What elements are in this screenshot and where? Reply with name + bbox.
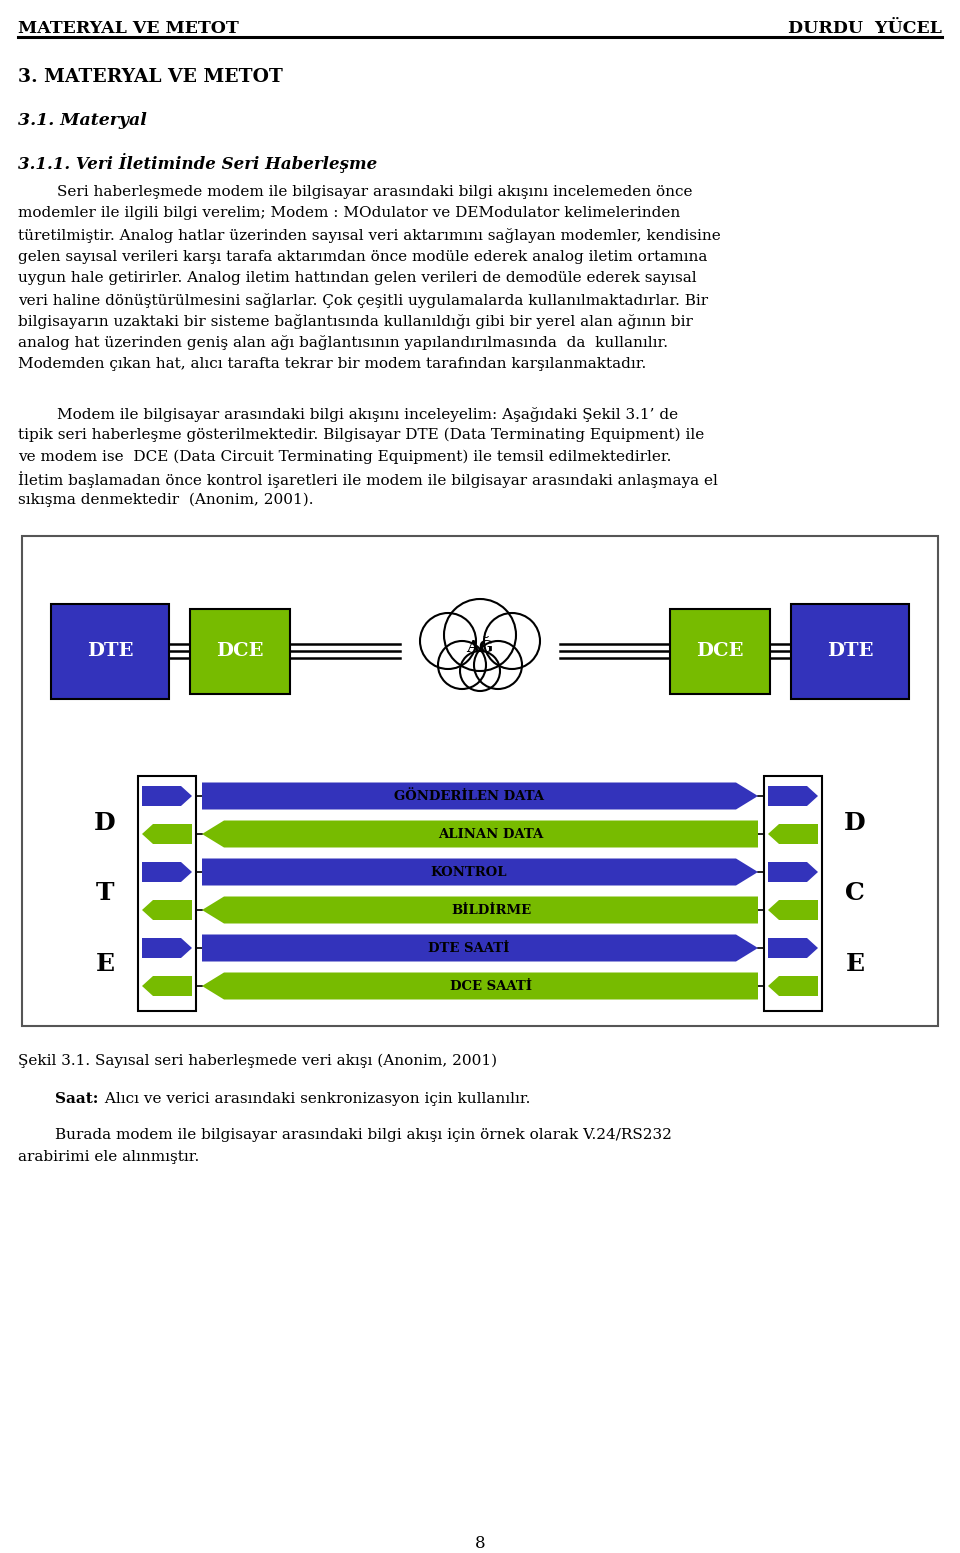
Circle shape xyxy=(420,613,476,669)
Polygon shape xyxy=(202,783,758,809)
FancyBboxPatch shape xyxy=(138,776,196,1011)
Text: Modemden çıkan hat, alıcı tarafta tekrar bir modem tarafından karşılanmaktadır.: Modemden çıkan hat, alıcı tarafta tekrar… xyxy=(18,357,646,371)
FancyBboxPatch shape xyxy=(22,536,938,1027)
Text: DCE: DCE xyxy=(696,641,744,660)
Polygon shape xyxy=(202,972,758,1000)
Text: C: C xyxy=(845,882,865,905)
Text: KONTROL: KONTROL xyxy=(431,865,507,879)
Text: D: D xyxy=(844,811,866,836)
Text: ALINAN DATA: ALINAN DATA xyxy=(439,828,543,840)
Circle shape xyxy=(460,651,500,691)
Text: D: D xyxy=(94,811,116,836)
Polygon shape xyxy=(142,786,192,806)
FancyBboxPatch shape xyxy=(670,609,770,694)
Text: modemler ile ilgili bilgi verelim; Modem : MOdulator ve DEModulator kelimelerind: modemler ile ilgili bilgi verelim; Modem… xyxy=(18,207,681,221)
Polygon shape xyxy=(768,825,818,843)
Polygon shape xyxy=(142,901,192,919)
Text: DTE: DTE xyxy=(86,641,133,660)
Polygon shape xyxy=(142,825,192,843)
Text: DTE SAATİ: DTE SAATİ xyxy=(428,941,510,955)
Text: tipik seri haberleşme gösterilmektedir. Bilgisayar DTE (Data Terminating Equipme: tipik seri haberleşme gösterilmektedir. … xyxy=(18,429,705,443)
Text: uygun hale getirirler. Analog iletim hattından gelen verileri de demodüle ederek: uygun hale getirirler. Analog iletim hat… xyxy=(18,272,697,286)
Text: Modem ile bilgisayar arasındaki bilgi akışını inceleyelim: Aşağıdaki Şekil 3.1’ : Modem ile bilgisayar arasındaki bilgi ak… xyxy=(18,407,678,421)
Polygon shape xyxy=(768,862,818,882)
Text: arabirimi ele alınmıştır.: arabirimi ele alınmıştır. xyxy=(18,1151,200,1165)
FancyBboxPatch shape xyxy=(51,604,169,699)
Text: MATERYAL VE METOT: MATERYAL VE METOT xyxy=(18,20,239,37)
Text: DCE: DCE xyxy=(216,641,264,660)
Text: BİLDİRME: BİLDİRME xyxy=(451,904,531,916)
Text: 3.1. Materyal: 3.1. Materyal xyxy=(18,112,147,129)
FancyBboxPatch shape xyxy=(791,604,909,699)
Text: E: E xyxy=(846,952,865,975)
Circle shape xyxy=(474,641,522,690)
Text: 3.1.1. Veri İletiminde Seri Haberleşme: 3.1.1. Veri İletiminde Seri Haberleşme xyxy=(18,154,377,172)
Text: Seri haberleşmede modem ile bilgisayar arasındaki bilgi akışını incelemeden önce: Seri haberleşmede modem ile bilgisayar a… xyxy=(18,185,692,199)
Text: İletim başlamadan önce kontrol işaretleri ile modem ile bilgisayar arasındaki an: İletim başlamadan önce kontrol işaretler… xyxy=(18,471,718,488)
Text: ve modem ise  DCE (Data Circuit Terminating Equipment) ile temsil edilmektedirle: ve modem ise DCE (Data Circuit Terminati… xyxy=(18,449,671,464)
Text: AĞ: AĞ xyxy=(467,640,493,657)
FancyBboxPatch shape xyxy=(190,609,290,694)
Polygon shape xyxy=(768,938,818,958)
Text: DURDU  YÜCEL: DURDU YÜCEL xyxy=(788,20,942,37)
Text: gelen sayısal verileri karşı tarafa aktarımdan önce modüle ederek analog iletim : gelen sayısal verileri karşı tarafa akta… xyxy=(18,250,708,264)
Polygon shape xyxy=(768,901,818,919)
Text: E: E xyxy=(95,952,114,975)
Text: 8: 8 xyxy=(474,1534,486,1551)
Text: 3. MATERYAL VE METOT: 3. MATERYAL VE METOT xyxy=(18,68,283,85)
Polygon shape xyxy=(142,862,192,882)
Text: veri haline dönüştürülmesini sağlarlar. Çok çeşitli uygulamalarda kullanılmaktad: veri haline dönüştürülmesini sağlarlar. … xyxy=(18,292,708,307)
Text: bilgisayarın uzaktaki bir sisteme bağlantısında kullanıldığı gibi bir yerel alan: bilgisayarın uzaktaki bir sisteme bağlan… xyxy=(18,314,693,329)
Text: Saat:: Saat: xyxy=(55,1092,98,1106)
Polygon shape xyxy=(202,859,758,885)
Circle shape xyxy=(444,599,516,671)
Text: T: T xyxy=(96,882,114,905)
Polygon shape xyxy=(768,786,818,806)
Text: DTE: DTE xyxy=(827,641,874,660)
Polygon shape xyxy=(202,896,758,924)
Text: Burada modem ile bilgisayar arasındaki bilgi akışı için örnek olarak V.24/RS232: Burada modem ile bilgisayar arasındaki b… xyxy=(55,1127,672,1141)
Text: sıkışma denmektedir  (Anonim, 2001).: sıkışma denmektedir (Anonim, 2001). xyxy=(18,492,314,506)
Polygon shape xyxy=(768,975,818,995)
Text: DCE SAATİ: DCE SAATİ xyxy=(450,980,532,992)
Polygon shape xyxy=(202,820,758,848)
Text: analog hat üzerinden geniş alan ağı bağlantısının yapılandırılmasında  da  kulla: analog hat üzerinden geniş alan ağı bağl… xyxy=(18,335,668,351)
Text: Şekil 3.1. Sayısal seri haberleşmede veri akışı (Anonim, 2001): Şekil 3.1. Sayısal seri haberleşmede ver… xyxy=(18,1054,497,1068)
Circle shape xyxy=(438,641,486,690)
Circle shape xyxy=(484,613,540,669)
Text: türetilmiştir. Analog hatlar üzerinden sayısal veri aktarımını sağlayan modemler: türetilmiştir. Analog hatlar üzerinden s… xyxy=(18,228,721,242)
Text: GÖNDERİLEN DATA: GÖNDERİLEN DATA xyxy=(394,789,544,803)
Polygon shape xyxy=(202,935,758,961)
Polygon shape xyxy=(142,938,192,958)
Text: Alıcı ve verici arasındaki senkronizasyon için kullanılır.: Alıcı ve verici arasındaki senkronizasyo… xyxy=(100,1092,530,1106)
FancyBboxPatch shape xyxy=(764,776,822,1011)
Polygon shape xyxy=(142,975,192,995)
